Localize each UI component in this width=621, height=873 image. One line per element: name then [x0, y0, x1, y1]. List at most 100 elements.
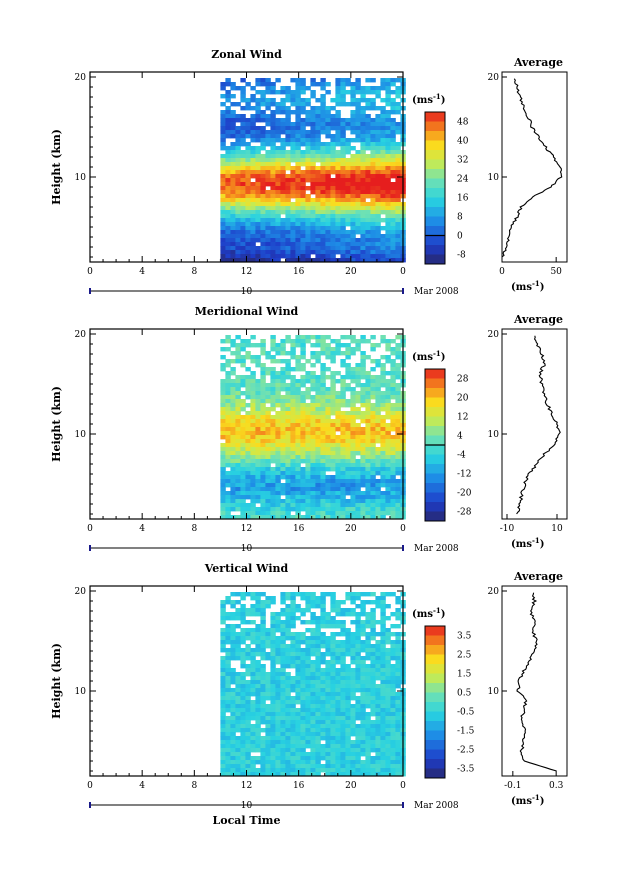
heatmap-cell [230, 644, 236, 649]
heatmap-cell [385, 415, 391, 420]
heatmap-cell [270, 194, 276, 199]
heatmap-cell [245, 463, 251, 468]
heatmap-cell [360, 399, 366, 404]
heatmap-cell [330, 351, 336, 356]
heatmap-cell [260, 495, 266, 500]
heatmap-cell [285, 624, 291, 629]
heatmap-cell [230, 210, 236, 215]
heatmap-cell [355, 154, 361, 159]
heatmap-cell [330, 700, 336, 705]
heatmap-cell [285, 359, 291, 364]
heatmap-cell [295, 230, 301, 235]
heatmap-cell [310, 680, 316, 685]
heatmap-cell [280, 118, 286, 123]
heatmap-cell [300, 419, 306, 424]
heatmap-cell [225, 391, 231, 396]
heatmap-cell [245, 592, 251, 597]
heatmap-cell [310, 716, 316, 721]
heatmap-cell [335, 411, 341, 416]
heatmap-cell [310, 186, 316, 191]
heatmap-cell [290, 166, 296, 171]
heatmap-cell [230, 764, 236, 769]
heatmap-cell [375, 708, 381, 713]
heatmap-cell [295, 664, 301, 669]
heatmap-cell [355, 254, 361, 259]
heatmap-cell [305, 483, 311, 488]
heatmap-cell [330, 423, 336, 428]
heatmap-cell [340, 86, 346, 91]
heatmap-cell [390, 676, 396, 681]
heatmap-cell [225, 335, 231, 340]
heatmap-cell [350, 724, 356, 729]
heatmap-cell [260, 443, 266, 448]
heatmap-cell [375, 620, 381, 625]
heatmap-cell [395, 94, 401, 99]
heatmap-cell [390, 222, 396, 227]
heatmap-cell [240, 419, 246, 424]
heatmap-cell [260, 138, 266, 143]
heatmap-cell [310, 672, 316, 677]
heatmap-cell [220, 94, 226, 99]
heatmap-cell [235, 178, 241, 183]
heatmap-cell [310, 122, 316, 127]
heatmap-cell [230, 471, 236, 476]
heatmap-cell [320, 218, 326, 223]
heatmap-cell [260, 186, 266, 191]
heatmap-cell [280, 620, 286, 625]
heatmap-cell [245, 515, 251, 520]
heatmap-cell [320, 174, 326, 179]
date-label: Mar 2008 [414, 801, 459, 811]
heatmap-cell [370, 162, 376, 167]
heatmap-cell [260, 190, 266, 195]
heatmap-cell [385, 439, 391, 444]
heatmap-cell [230, 672, 236, 677]
heatmap-cell [220, 379, 226, 384]
heatmap-cell [300, 407, 306, 412]
heatmap-cell [315, 142, 321, 147]
heatmap-cell [250, 660, 256, 665]
heatmap-cell [345, 644, 351, 649]
heatmap-cell [285, 744, 291, 749]
heatmap-cell [345, 772, 351, 777]
heatmap-cell [355, 210, 361, 215]
heatmap-cell [345, 499, 351, 504]
heatmap-cell [350, 347, 356, 352]
heatmap-cell [350, 463, 356, 468]
heatmap-cell [310, 202, 316, 207]
heatmap-cell [270, 700, 276, 705]
heatmap-cell [270, 507, 276, 512]
heatmap-cell [365, 668, 371, 673]
heatmap-cell [340, 186, 346, 191]
heatmap-cell [375, 495, 381, 500]
heatmap-cell [325, 463, 331, 468]
heatmap-cell [330, 455, 336, 460]
heatmap-cell [390, 411, 396, 416]
heatmap-cell [395, 744, 401, 749]
heatmap-cell [310, 126, 316, 131]
heatmap-cell [365, 491, 371, 496]
heatmap-cell [265, 367, 271, 372]
heatmap-cell [350, 399, 356, 404]
heatmap-cell [315, 475, 321, 480]
heatmap-cell [310, 138, 316, 143]
heatmap-cell [240, 479, 246, 484]
heatmap-cell [290, 182, 296, 187]
heatmap-cell [235, 170, 241, 175]
heatmap-cell [240, 604, 246, 609]
heatmap-cell [300, 668, 306, 673]
x-tick-label: 0 [87, 267, 93, 277]
heatmap-cell [315, 772, 321, 777]
heatmap-cell [360, 162, 366, 167]
heatmap-cell [380, 664, 386, 669]
heatmap-cell [225, 339, 231, 344]
heatmap-cell [325, 636, 331, 641]
heatmap-cell [260, 636, 266, 641]
heatmap-cell [360, 134, 366, 139]
heatmap-cell [285, 202, 291, 207]
heatmap-cell [280, 126, 286, 131]
heatmap-cell [265, 475, 271, 480]
heatmap-cell [315, 202, 321, 207]
heatmap-cell [310, 419, 316, 424]
heatmap-cell [320, 652, 326, 657]
heatmap-cell [370, 708, 376, 713]
